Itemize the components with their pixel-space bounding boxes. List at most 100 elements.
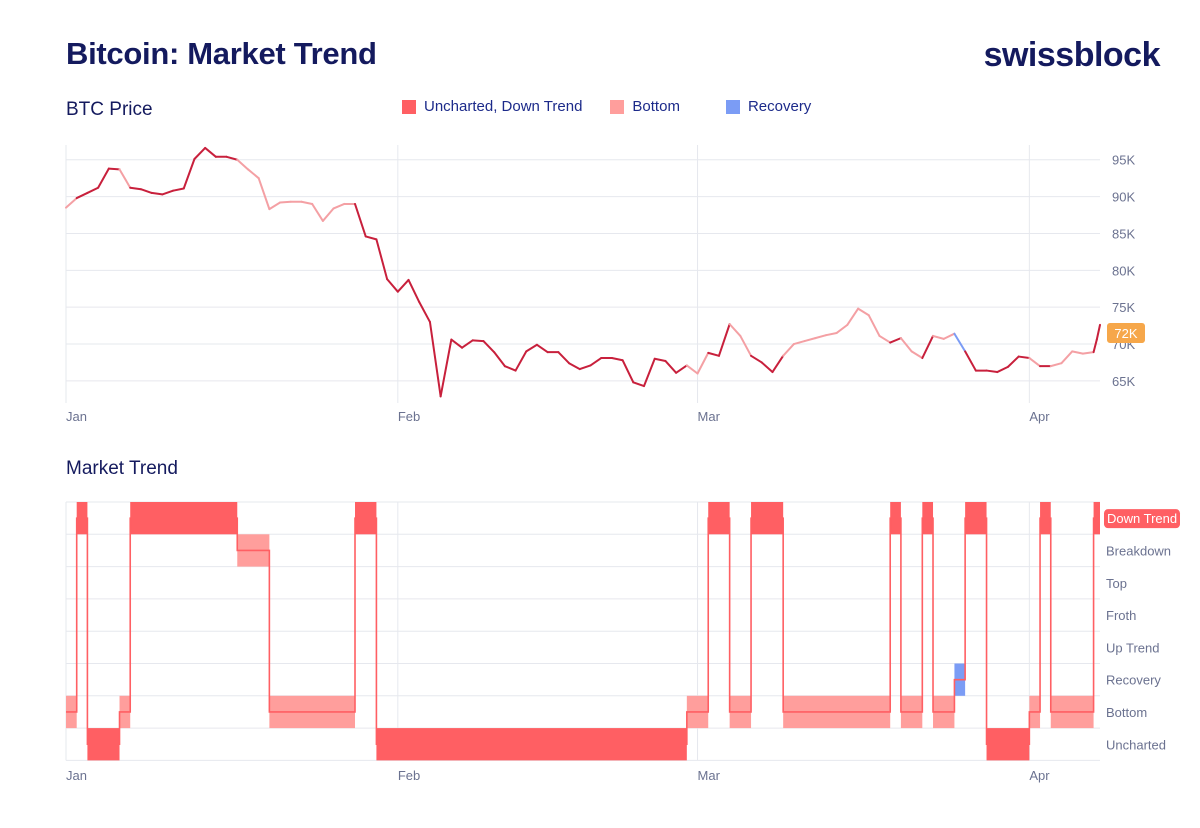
price-line-segment (493, 351, 506, 368)
price-line-segment (771, 354, 785, 374)
trend-x-tick-label: Apr (1029, 768, 1050, 783)
price-line-segment (1092, 338, 1098, 354)
price-line-segment (867, 314, 881, 337)
price-line-segment (717, 323, 731, 357)
price-line-segment (204, 146, 217, 158)
price-line-segment (814, 334, 827, 340)
trend-chart-title: Market Trend (66, 458, 178, 479)
price-line-segment (953, 332, 967, 353)
price-line-segment (86, 186, 100, 194)
price-line-segment (728, 323, 742, 337)
price-x-tick-label: Apr (1029, 409, 1050, 424)
trend-category-label: Breakdown (1106, 543, 1171, 558)
price-line-segment (172, 187, 185, 192)
price-line-segment (707, 351, 720, 357)
price-line-segment (675, 364, 688, 374)
price-line-segment (161, 189, 175, 196)
price-line-segment (257, 177, 271, 211)
price-line-segment (578, 364, 592, 371)
price-line-segment (921, 334, 935, 360)
price-y-tick-label: 90K (1112, 190, 1135, 205)
price-line-segment (985, 369, 999, 374)
price-line-segment (535, 343, 549, 354)
current-price-label: 72K (1114, 326, 1137, 341)
price-line-segment (878, 334, 892, 344)
price-line-segment (300, 200, 314, 205)
price-line-segment (107, 167, 121, 171)
price-line-segment (246, 168, 260, 180)
price-line-segment (685, 364, 699, 375)
price-line-segment (910, 350, 924, 360)
price-y-tick-label: 85K (1112, 226, 1135, 241)
price-line-segment (354, 202, 367, 238)
price-x-tick-label: Feb (398, 409, 420, 424)
price-line-segment (760, 361, 774, 374)
price-line-segment (418, 301, 431, 323)
price-line-segment (621, 359, 635, 384)
price-line-segment (182, 158, 196, 190)
price-line-segment (1081, 351, 1095, 355)
price-line-segment (568, 362, 581, 371)
price-line-segment (268, 201, 282, 211)
price-line-segment (1006, 355, 1020, 368)
trend-category-label: Uncharted (1106, 737, 1166, 752)
price-line-segment (129, 186, 142, 191)
price-line-segment (428, 320, 442, 398)
price-line-segment (150, 191, 164, 196)
price-line-segment (482, 340, 496, 354)
price-x-tick-label: Jan (66, 409, 87, 424)
price-line-segment (932, 334, 945, 340)
price-line-segment (857, 307, 870, 317)
price-line-segment (846, 307, 860, 326)
price-line-segment (1095, 323, 1101, 341)
price-y-tick-label: 65K (1112, 374, 1135, 389)
price-line-segment (1060, 350, 1074, 365)
legend-item-recovery: Recovery (725, 98, 812, 115)
trend-category-label: Down Trend (1107, 511, 1177, 526)
legend-item-bottom: Bottom (610, 98, 680, 115)
price-line-segment (824, 331, 838, 337)
trend-category-label: Top (1106, 576, 1127, 591)
trend-x-tick-label: Jan (66, 768, 87, 783)
price-line-segment (632, 381, 646, 388)
price-line-segment (364, 235, 378, 241)
price-line-segment (407, 278, 421, 304)
legend-label-bottom: Bottom (632, 98, 680, 115)
price-line-segment (525, 343, 538, 353)
price-x-tick-label: Mar (698, 409, 721, 424)
price-line-segment (386, 278, 399, 293)
price-line-segment (696, 351, 710, 375)
trend-x-tick-label: Feb (398, 768, 420, 783)
price-line-segment (1071, 350, 1084, 355)
trend-category-label: Recovery (1106, 673, 1161, 688)
legend-swatch-down (402, 99, 416, 114)
price-line-segment (514, 350, 528, 372)
price-line-segment (739, 334, 753, 357)
price-y-tick-label: 80K (1112, 263, 1135, 278)
price-line-segment (321, 207, 335, 222)
price-line-segment (803, 337, 817, 343)
price-line-segment (461, 339, 474, 349)
brand-logo: swissblock (983, 36, 1161, 74)
legend-label-down: Uncharted, Down Trend (424, 98, 583, 115)
price-line-segment (1017, 355, 1031, 360)
price-line-segment (97, 167, 110, 189)
price-line-segment (75, 191, 89, 200)
price-line-segment (1028, 357, 1042, 368)
price-line-segment (503, 365, 517, 372)
price-line-segment (664, 359, 678, 374)
price-line-segment (193, 146, 207, 161)
trend-x-tick-label: Mar (698, 768, 721, 783)
current-price-badge (1107, 322, 1145, 343)
price-line-segment (964, 350, 977, 372)
price-chart-title: BTC Price (66, 99, 153, 120)
highlighted-category-badge (1104, 509, 1180, 529)
price-line-segment (279, 200, 292, 204)
price-line-segment (557, 351, 571, 365)
price-line-segment (899, 337, 913, 353)
price-line-segment (471, 339, 485, 343)
trend-category-label: Bottom (1106, 705, 1147, 720)
price-line-segment (236, 158, 249, 171)
legend-label-recovery: Recovery (747, 98, 812, 115)
